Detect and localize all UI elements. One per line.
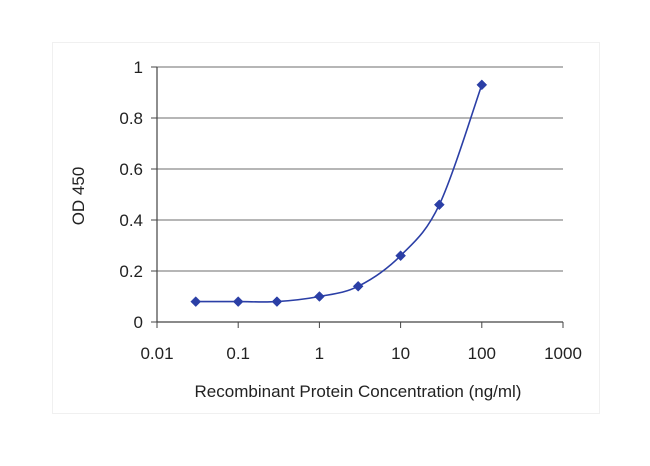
data-point	[232, 296, 244, 307]
data-point	[476, 79, 488, 91]
y-tick-label: 0.6	[119, 160, 143, 179]
data-point	[314, 291, 325, 302]
axes	[151, 66, 564, 328]
y-tick-label: 1	[134, 58, 143, 77]
x-tick-label: 1000	[544, 344, 582, 363]
data-point	[271, 296, 283, 307]
x-axis-title: Recombinant Protein Concentration (ng/ml…	[195, 382, 522, 401]
y-tick-label: 0.4	[119, 211, 143, 230]
data-point	[395, 250, 406, 262]
x-tick-label: 10	[391, 344, 410, 363]
x-tick-label: 0.1	[226, 344, 250, 363]
x-tick-label: 100	[468, 344, 496, 363]
x-tick-label: 1	[315, 344, 324, 363]
data-point	[190, 296, 202, 307]
chart-frame	[52, 42, 600, 414]
tick-labels: 0 0.2 0.4 0.6 0.8 1 0.01 0.1 1 10 100 1000	[119, 58, 582, 363]
data-point	[352, 280, 364, 292]
gridlines	[157, 66, 563, 272]
y-tick-label: 0	[134, 313, 143, 332]
series-line	[195, 84, 483, 303]
series	[190, 79, 488, 307]
y-axis-title: OD 450	[69, 167, 88, 226]
data-point	[433, 199, 445, 211]
x-tick-label: 0.01	[140, 344, 173, 363]
y-tick-label: 0.2	[119, 262, 143, 281]
y-tick-label: 0.8	[119, 109, 143, 128]
